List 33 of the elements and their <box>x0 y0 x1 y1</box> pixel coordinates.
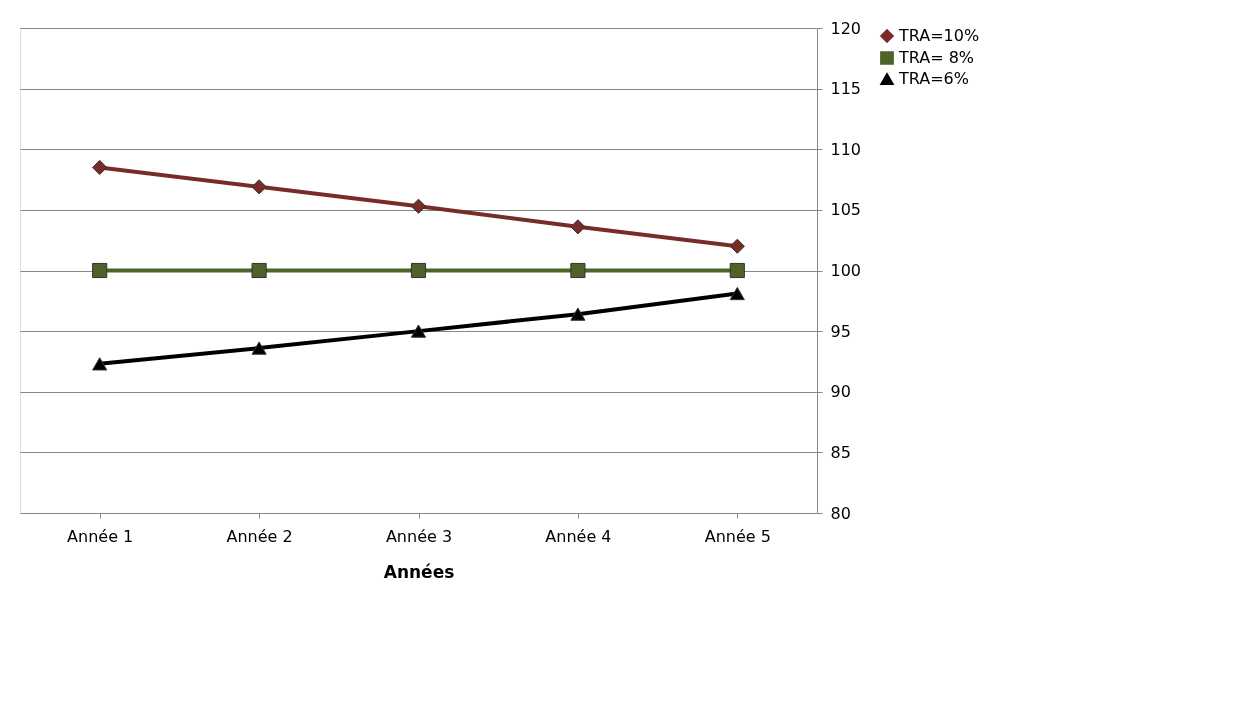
x-tick-label: Année 5 <box>704 526 771 546</box>
y-tick-label: 105 <box>830 200 862 220</box>
y-tick-label: 80 <box>830 503 851 523</box>
y-tick-label: 100 <box>830 261 862 280</box>
point <box>410 262 427 279</box>
x-tick-label: Année 1 <box>67 526 134 546</box>
point <box>92 357 108 371</box>
x-tick-label: Année 4 <box>545 526 612 546</box>
y-tick-label: 90 <box>830 382 851 402</box>
y-tick-label: 95 <box>830 321 851 341</box>
point <box>410 324 427 338</box>
point <box>570 262 586 279</box>
y-tick-label: 110 <box>830 139 862 159</box>
point <box>729 286 745 301</box>
x-tick-label: Année 2 <box>226 526 293 546</box>
y-tick-label: 85 <box>830 442 851 462</box>
point <box>251 179 267 195</box>
point <box>251 341 267 355</box>
point <box>729 262 745 279</box>
point <box>570 307 586 321</box>
y-tick-label: 120 <box>830 18 862 38</box>
legend-label: TRA= 8% <box>898 48 975 67</box>
point <box>92 159 108 176</box>
point <box>570 219 586 235</box>
legend-label: TRA=10% <box>898 26 980 45</box>
point <box>251 262 267 279</box>
point <box>729 238 745 254</box>
point <box>92 262 108 279</box>
y-tick-label: 115 <box>830 79 862 99</box>
x-axis-title: Années <box>383 561 455 582</box>
x-tick-label: Année 3 <box>385 526 453 546</box>
point <box>410 198 427 214</box>
legend-label: TRA=6% <box>898 69 969 88</box>
